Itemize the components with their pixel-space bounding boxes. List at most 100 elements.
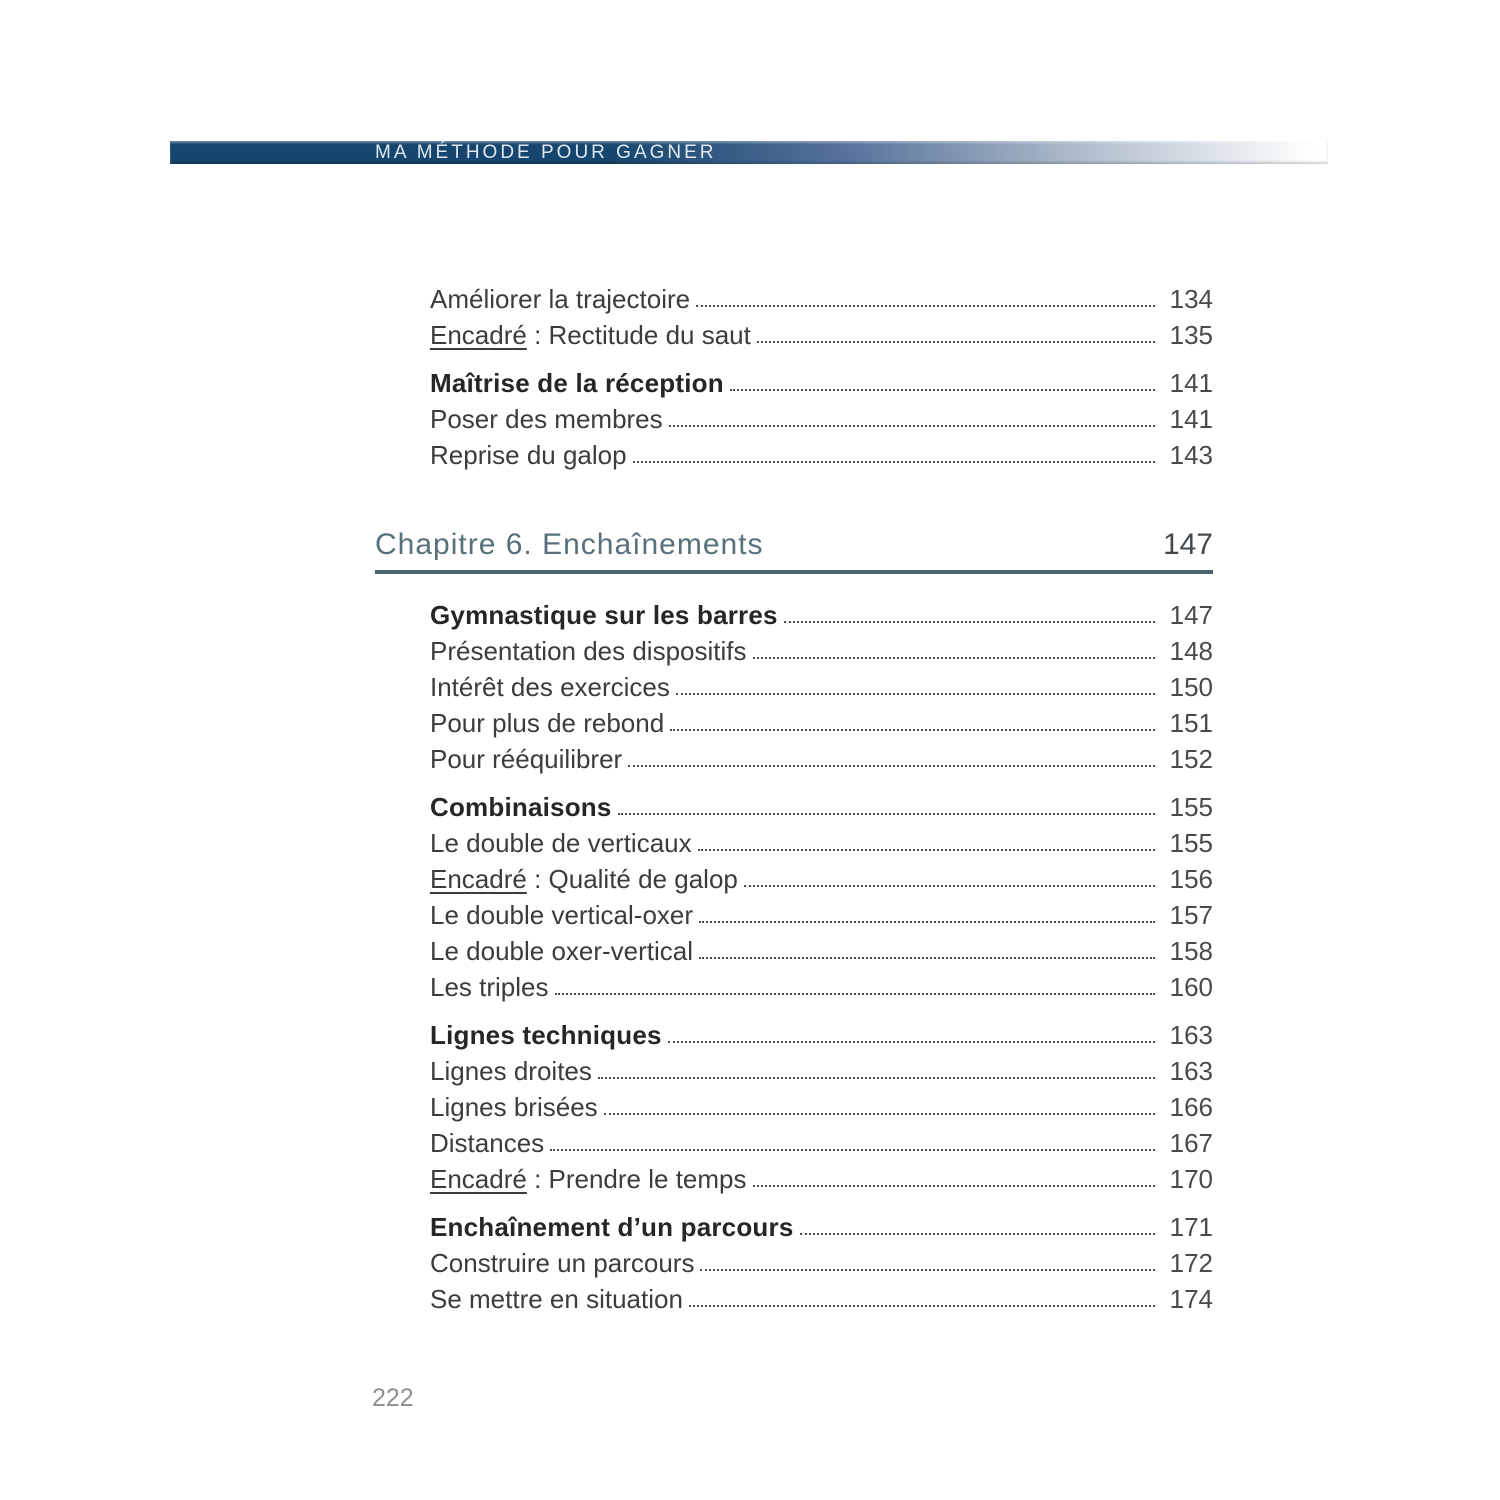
toc-entry: Pour plus de rebond 151: [375, 702, 1213, 738]
toc-entry-page-number: 163: [1169, 1020, 1213, 1050]
encadre-prefix: Encadré: [430, 1164, 527, 1194]
running-header-bar: MA MÉTHODE POUR GAGNER: [170, 141, 1328, 164]
dot-leader: [729, 389, 1155, 391]
toc-entry-page-number: 151: [1169, 708, 1213, 738]
toc-entry-page-number: 148: [1169, 636, 1213, 666]
encadre-prefix: Encadré: [430, 320, 527, 350]
toc-entry-page-number: 155: [1169, 828, 1213, 858]
toc-entry: Combinaisons 155: [375, 786, 1213, 822]
toc-entry-label: Se mettre en situation: [430, 1284, 683, 1314]
toc-entry-label: Distances: [430, 1128, 545, 1158]
dot-leader: [597, 1077, 1155, 1079]
toc-entry: Se mettre en situation 174: [375, 1278, 1213, 1314]
toc-entry: Les triples 160: [375, 966, 1213, 1002]
encadre-prefix: Encadré: [430, 864, 527, 894]
toc-entry-page-number: 158: [1169, 936, 1213, 966]
chapter-page-number: 147: [1162, 528, 1213, 561]
dot-leader: [675, 693, 1155, 695]
table-of-contents: Améliorer la trajectoire 134 Encadré : Rec…: [375, 278, 1213, 1314]
toc-entry-page-number: 141: [1169, 368, 1213, 398]
dot-leader: [699, 957, 1155, 959]
dot-leader: [697, 849, 1155, 851]
toc-entry: Gymnastique sur les barres 147: [375, 594, 1213, 630]
toc-entry: Le double de verticaux 155: [375, 822, 1213, 858]
toc-entry: Le double vertical-oxer 157: [375, 894, 1213, 930]
dot-leader: [667, 1041, 1155, 1043]
toc-entry-label: Le double de verticaux: [430, 828, 692, 858]
running-header-title: MA MÉTHODE POUR GAGNER: [375, 142, 717, 163]
dot-leader: [668, 425, 1155, 427]
toc-entry: Lignes droites 163: [375, 1050, 1213, 1086]
dot-leader: [632, 461, 1155, 463]
toc-entry-label: Construire un parcours: [430, 1248, 695, 1278]
toc-entry-page-number: 163: [1169, 1056, 1213, 1086]
dot-leader: [700, 1269, 1155, 1271]
toc-entry-label: Combinaisons: [430, 792, 612, 822]
toc-entry: Le double oxer-vertical 158: [375, 930, 1213, 966]
dot-leader: [554, 993, 1155, 995]
toc-entry: Lignes brisées 166: [375, 1086, 1213, 1122]
toc-entry: Intérêt des exercices 150: [375, 666, 1213, 702]
toc-group-previous-chapter: Améliorer la trajectoire 134 Encadré : Rec…: [375, 278, 1213, 470]
toc-entry: Lignes techniques 163: [375, 1014, 1213, 1050]
toc-entry: Encadré : Rectitude du saut 135: [375, 314, 1213, 350]
toc-entry-label: Reprise du galop: [430, 440, 627, 470]
toc-entry: Présentation des dispositifs 148: [375, 630, 1213, 666]
toc-entry-label: Lignes brisées: [430, 1092, 598, 1122]
dot-leader: [699, 921, 1155, 923]
toc-entry-label: Le double oxer-vertical: [430, 936, 694, 966]
toc-entry-page-number: 155: [1169, 792, 1213, 822]
dot-leader: [617, 813, 1155, 815]
toc-entry-page-number: 150: [1169, 672, 1213, 702]
dot-leader: [743, 885, 1155, 887]
toc-entry-label: Enchaînement d’un parcours: [430, 1212, 794, 1242]
toc-entry: Construire un parcours 172: [375, 1242, 1213, 1278]
toc-entry-page-number: 156: [1169, 864, 1213, 894]
toc-entry-label: Pour rééquilibrer: [430, 744, 623, 774]
toc-entry-page-number: 174: [1169, 1284, 1213, 1314]
toc-entry-page-number: 166: [1169, 1092, 1213, 1122]
toc-entry-label: Gymnastique sur les barres: [430, 600, 778, 630]
toc-entry-label: Poser des membres: [430, 404, 663, 434]
toc-entry-label: Encadré : Qualité de galop: [430, 864, 738, 894]
toc-entry-page-number: 170: [1169, 1164, 1213, 1194]
toc-entry-page-number: 143: [1169, 440, 1213, 470]
toc-entry-label: Encadré : Prendre le temps: [430, 1164, 747, 1194]
dot-leader: [603, 1113, 1155, 1115]
toc-entry: Distances 167: [375, 1122, 1213, 1158]
toc-entry: Améliorer la trajectoire 134: [375, 278, 1213, 314]
toc-entry-label: Lignes droites: [430, 1056, 592, 1086]
toc-entry-label: Maîtrise de la réception: [430, 368, 724, 398]
toc-entry: Encadré : Prendre le temps 170: [375, 1158, 1213, 1194]
chapter-title: Chapitre 6. Enchaînements: [375, 528, 764, 561]
toc-entry-label: Lignes techniques: [430, 1020, 662, 1050]
toc-entry-label: Améliorer la trajectoire: [430, 284, 691, 314]
toc-group-chapter-6: Gymnastique sur les barres 147 Présentatio…: [375, 594, 1213, 1314]
toc-entry: Encadré : Qualité de galop 156: [375, 858, 1213, 894]
toc-entry: Poser des membres 141: [375, 398, 1213, 434]
dot-leader: [688, 1305, 1155, 1307]
dot-leader: [752, 657, 1155, 659]
toc-entry-label: Intérêt des exercices: [430, 672, 670, 702]
toc-entry-page-number: 157: [1169, 900, 1213, 930]
toc-entry-label: Pour plus de rebond: [430, 708, 665, 738]
toc-entry-label: Les triples: [430, 972, 549, 1002]
folio-page-number: 222: [372, 1384, 414, 1412]
dot-leader: [670, 729, 1155, 731]
toc-entry-page-number: 160: [1169, 972, 1213, 1002]
dot-leader: [550, 1149, 1155, 1151]
toc-entry-page-number: 141: [1169, 404, 1213, 434]
chapter-heading: Chapitre 6. Enchaînements 147: [375, 528, 1213, 574]
toc-entry-label: Présentation des dispositifs: [430, 636, 747, 666]
toc-entry-page-number: 134: [1169, 284, 1213, 314]
toc-entry: Maîtrise de la réception 141: [375, 362, 1213, 398]
dot-leader: [783, 621, 1155, 623]
toc-entry: Enchaînement d’un parcours 171: [375, 1206, 1213, 1242]
dot-leader: [628, 765, 1155, 767]
toc-entry-page-number: 171: [1169, 1212, 1213, 1242]
toc-entry-page-number: 147: [1169, 600, 1213, 630]
toc-entry-page-number: 172: [1169, 1248, 1213, 1278]
toc-entry: Reprise du galop 143: [375, 434, 1213, 470]
dot-leader: [756, 341, 1155, 343]
